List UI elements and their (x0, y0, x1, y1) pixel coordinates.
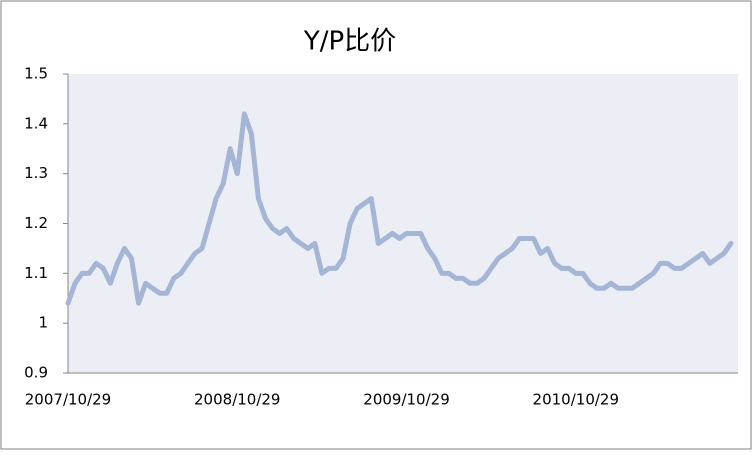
y-tick-label: 1.3 (24, 164, 48, 182)
y-tick-label: 1.2 (24, 214, 48, 232)
y-tick-label: 1.1 (24, 264, 48, 282)
x-tick-label: 2010/10/29 (533, 391, 619, 409)
y-tick-label: 0.9 (24, 364, 48, 382)
x-tick-label: 2009/10/29 (363, 391, 449, 409)
y-tick-label: 1.5 (24, 65, 48, 83)
chart-title: Y/P比价 (303, 27, 396, 57)
x-tick-label: 2007/10/29 (25, 391, 111, 409)
x-tick-label: 2008/10/29 (194, 391, 280, 409)
y-tick-label: 1 (38, 314, 48, 332)
y-tick-label: 1.4 (24, 114, 48, 132)
plot-area (68, 74, 738, 373)
data-line (65, 111, 734, 306)
